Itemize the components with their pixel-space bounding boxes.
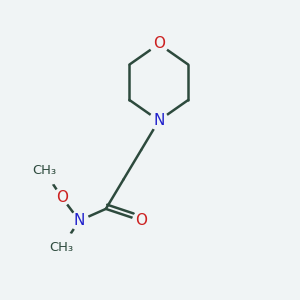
Ellipse shape	[133, 212, 150, 229]
Text: O: O	[153, 37, 165, 52]
Text: O: O	[56, 190, 68, 205]
Text: CH₃: CH₃	[50, 241, 74, 254]
Text: O: O	[135, 213, 147, 228]
Text: N: N	[153, 113, 164, 128]
Ellipse shape	[53, 189, 70, 206]
Ellipse shape	[150, 111, 168, 130]
Text: N: N	[74, 213, 85, 228]
Ellipse shape	[24, 156, 64, 185]
Ellipse shape	[70, 212, 88, 230]
Ellipse shape	[41, 232, 82, 262]
Text: CH₃: CH₃	[32, 164, 56, 177]
Ellipse shape	[150, 35, 168, 53]
